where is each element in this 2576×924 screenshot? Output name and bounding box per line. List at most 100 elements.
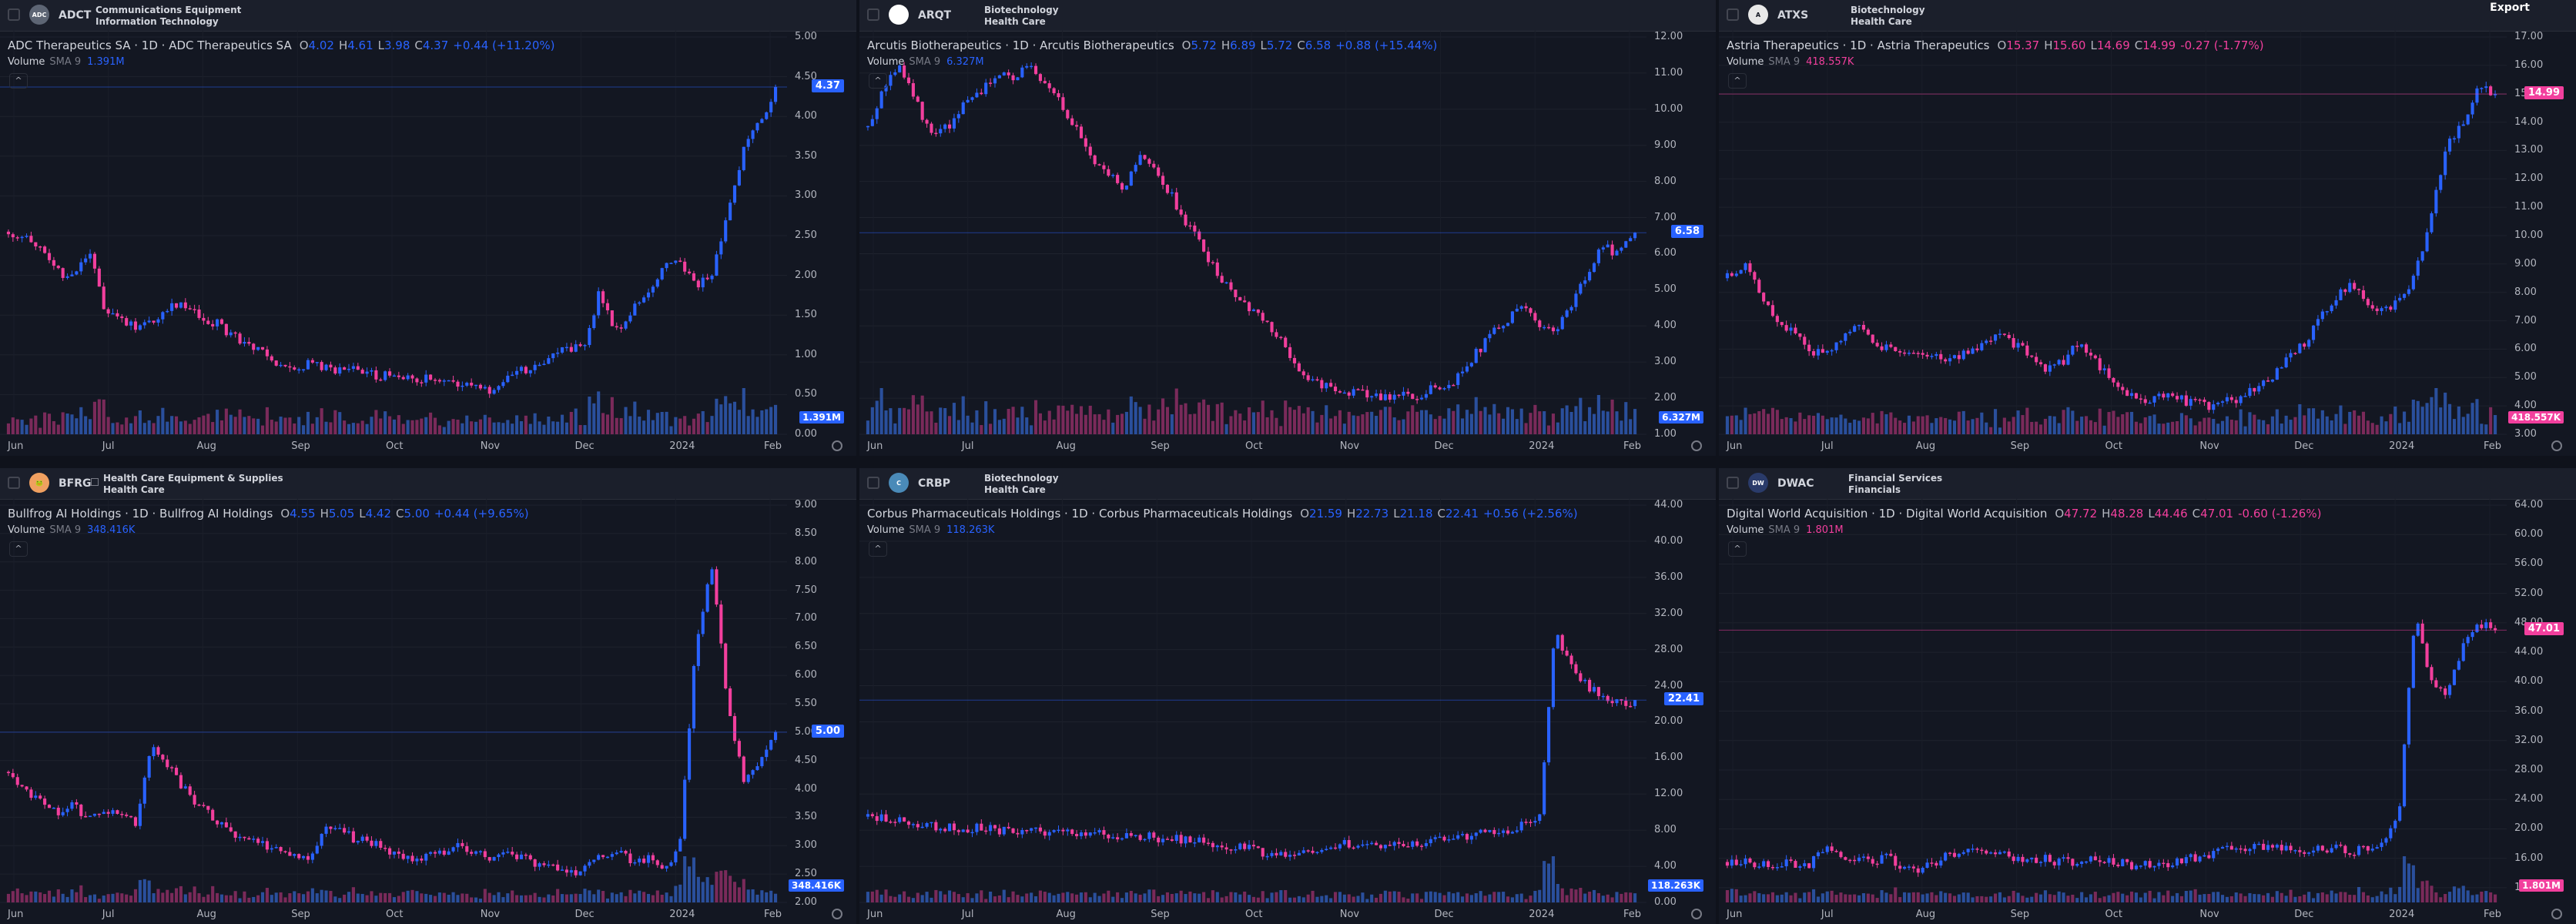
candle-body [415,859,419,862]
collapse-legend-button[interactable]: ^ [1728,73,1747,89]
chart-panel-adct[interactable]: ADC ADCT Communications Equipment Informati… [0,0,856,456]
volume-bar [379,418,383,434]
collapse-legend-button[interactable]: ^ [9,541,28,557]
volume-bar [1301,897,1305,902]
candle-body [274,847,278,849]
volume-bar [993,409,997,434]
price-chart[interactable] [859,0,1716,456]
candle-body [934,822,938,831]
select-checkbox[interactable] [1727,477,1739,489]
candle-body [1256,309,1260,313]
chart-settings-icon[interactable] [1691,440,1702,451]
ticker-symbol[interactable]: ARQT [918,9,952,22]
chart-panel-arqt[interactable]: ARQT Biotechnology Health Care 12.00 11.00 10… [859,0,1716,456]
price-chart[interactable] [1719,468,2576,924]
volume-legend: Volume SMA 9 118.263K [867,524,994,536]
volume-bar [769,407,773,434]
price-chart[interactable] [1719,0,2576,456]
ticker-symbol[interactable]: CRBP [918,477,950,490]
chart-panel-atxs[interactable]: A ATXS Biotechnology Health Care 17.00 16.00 1… [1719,0,2576,456]
chart-panel-crbp[interactable]: C CRBP Biotechnology Health Care 44.00 40.00 3… [859,468,1716,924]
volume-bar [2234,892,2238,902]
candle-body [1794,861,1797,869]
volume-bar [243,891,246,902]
x-tick-label: Feb [1623,440,1642,452]
candle-body [2280,845,2283,851]
price-chart[interactable] [0,0,856,456]
candle-body [542,863,546,865]
price-chart[interactable] [859,468,1716,924]
volume-bar [1866,418,1870,434]
volume-bar [1193,413,1197,434]
candle-body [1179,209,1183,215]
volume-bar [2193,889,2197,902]
candle-body [528,370,532,373]
chart-settings-icon[interactable] [2551,909,2562,919]
price-chart[interactable] [0,468,856,924]
volume-bar [903,891,906,902]
candle-body [961,829,965,832]
select-checkbox[interactable] [867,477,879,489]
candle-body [2071,859,2075,866]
volume-bar [2171,421,2175,434]
select-checkbox[interactable] [8,477,20,489]
candle-body [1930,862,1934,864]
candle-body [1030,828,1033,831]
y-tick-label: 9.00 [795,499,817,511]
volume-bar [174,416,179,434]
candle-body [447,851,451,855]
chart-settings-icon[interactable] [832,440,842,451]
volume-bar [229,895,233,902]
volume-bar [429,895,433,902]
candle-body [515,854,519,859]
volume-bar [279,417,283,434]
candle-body [2375,308,2379,312]
candle-body [2307,340,2311,347]
volume-bar [329,422,333,434]
volume-bar [1834,895,1838,902]
x-tick-label: 2024 [1529,440,1555,452]
collapse-legend-button[interactable]: ^ [869,73,887,89]
select-checkbox[interactable] [8,8,20,21]
candle-body [678,260,682,262]
volume-bar [442,427,446,434]
volume-bar [429,412,433,434]
volume-bar [2257,419,2261,434]
candle-body [1902,352,1907,354]
ticker-symbol[interactable]: BFRG [59,477,92,490]
volume-bar [1884,892,1888,902]
company-logo-icon: A [1748,5,1768,25]
ohlc-o-value: 4.55 [290,507,316,521]
chart-panel-bfrg[interactable]: 🐸 BFRG Health Care Equipment & Supplies Hea… [0,468,856,924]
collapse-legend-button[interactable]: ^ [869,541,887,557]
candle-body [351,831,355,843]
volume-bar [1392,417,1396,434]
candle-body [1565,310,1569,317]
candle-body [256,839,260,843]
candle-body [1510,311,1514,323]
y-tick-label: 5.00 [2514,371,2537,383]
chart-panel-dwac[interactable]: DW DWAC Financial Services Financials 64.00 6… [1719,468,2576,924]
volume-bar [1606,411,1610,434]
collapse-legend-button[interactable]: ^ [9,73,28,89]
ticker-symbol[interactable]: ATXS [1777,9,1809,22]
candle-body [2189,399,2192,406]
candle-body [769,102,773,112]
volume-bar [1980,412,1984,434]
ticker-symbol[interactable]: ADCT [59,9,92,22]
chart-settings-icon[interactable] [1691,909,1702,919]
chart-settings-icon[interactable] [2551,440,2562,451]
candle-body [310,360,314,363]
volume-bar [65,896,69,902]
ticker-symbol[interactable]: DWAC [1777,477,1814,490]
volume-bar [2035,421,2038,434]
select-checkbox[interactable] [867,8,879,21]
candle-body [2284,845,2288,851]
collapse-legend-button[interactable]: ^ [1728,541,1747,557]
select-checkbox[interactable] [1727,8,1739,21]
volume-bar [1179,404,1183,434]
volume-bar [392,897,397,902]
export-button[interactable]: Export [2490,2,2530,14]
volume-bar [1224,896,1228,902]
chart-settings-icon[interactable] [832,909,842,919]
